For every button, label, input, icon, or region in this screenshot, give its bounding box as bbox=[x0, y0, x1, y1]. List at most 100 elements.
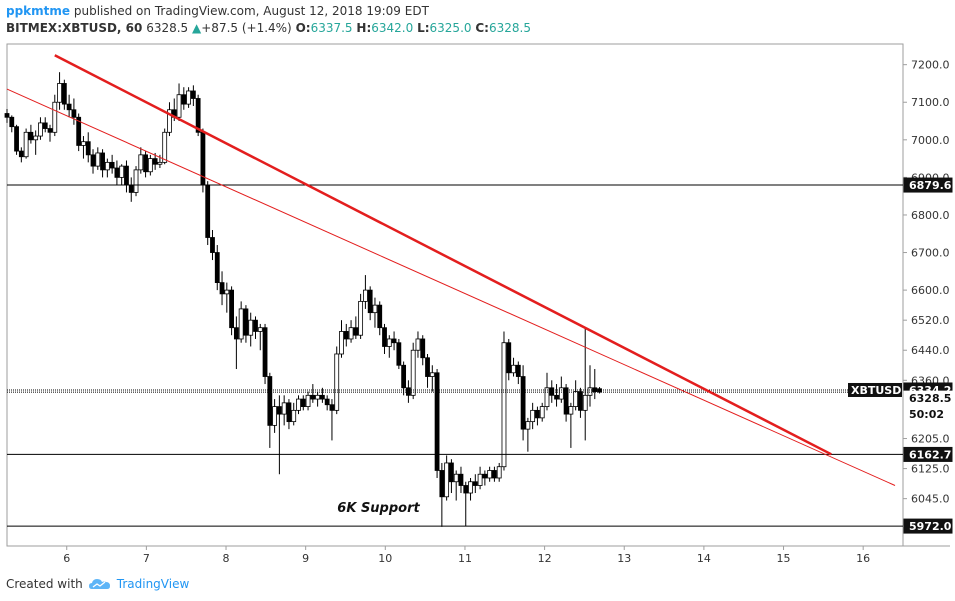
tradingview-brand[interactable]: TradingView bbox=[116, 577, 190, 591]
candle-body bbox=[487, 470, 493, 479]
candle-body bbox=[544, 387, 550, 407]
plot-border bbox=[6, 43, 904, 547]
candle-body bbox=[525, 421, 531, 430]
candle bbox=[578, 387, 583, 418]
candle-body bbox=[243, 308, 249, 336]
candle-body bbox=[224, 289, 230, 295]
candle bbox=[28, 124, 34, 144]
candle bbox=[33, 130, 39, 155]
candle bbox=[315, 391, 321, 407]
x-tick-label: 16 bbox=[856, 552, 870, 565]
candle-body bbox=[535, 409, 540, 419]
candle-body bbox=[47, 128, 53, 133]
symbol-label[interactable]: BITMEX:XBTUSD, 60 bbox=[6, 21, 143, 35]
plot-pane bbox=[6, 43, 950, 547]
candle bbox=[100, 149, 105, 178]
candle-body bbox=[501, 342, 507, 468]
candle bbox=[415, 331, 421, 358]
candle bbox=[133, 166, 139, 197]
candle bbox=[434, 369, 440, 478]
candle bbox=[152, 152, 158, 170]
price-axis[interactable]: 7200.07100.07000.06900.06800.06700.06600… bbox=[848, 59, 953, 534]
candle-body bbox=[420, 338, 426, 359]
candle-body bbox=[95, 152, 101, 167]
candle bbox=[219, 271, 225, 306]
candle bbox=[76, 113, 82, 152]
symbol-name-bg bbox=[848, 382, 902, 397]
candle bbox=[210, 229, 215, 261]
y-tick-label: 6440.0 bbox=[911, 344, 950, 357]
candle-body bbox=[592, 387, 598, 392]
candle bbox=[109, 154, 115, 174]
candle-body bbox=[386, 338, 392, 347]
candle bbox=[425, 353, 430, 388]
candle bbox=[472, 474, 478, 494]
candle bbox=[71, 98, 77, 125]
candle-body bbox=[549, 387, 555, 396]
candle-body bbox=[410, 349, 416, 396]
candle bbox=[286, 399, 292, 430]
candle bbox=[492, 466, 497, 482]
chart-header: ppkmtme published on TradingView.com, Au… bbox=[6, 3, 946, 43]
close-value: 6328.5 bbox=[488, 21, 531, 35]
candle-body bbox=[124, 165, 129, 186]
candle-body bbox=[391, 338, 397, 344]
x-tick-label: 15 bbox=[777, 552, 791, 565]
candle bbox=[4, 109, 10, 123]
symbol-name-tag: XBTUSD bbox=[848, 382, 902, 397]
candle-body bbox=[300, 398, 306, 407]
candle-body bbox=[23, 131, 29, 158]
candle-body bbox=[401, 364, 407, 389]
candle-body bbox=[348, 327, 354, 340]
trendline-thick-downtrend[interactable] bbox=[54, 54, 832, 456]
tradingview-link[interactable]: TradingView bbox=[88, 577, 190, 591]
candle-body bbox=[186, 90, 191, 105]
candle bbox=[38, 117, 43, 140]
candle bbox=[23, 128, 29, 159]
candle-body bbox=[219, 282, 225, 295]
candle-body bbox=[272, 406, 278, 426]
candle-body bbox=[133, 169, 139, 193]
candle bbox=[162, 128, 168, 165]
candle bbox=[272, 399, 278, 433]
candle bbox=[305, 391, 311, 411]
candle-body bbox=[42, 122, 48, 129]
candle-body bbox=[104, 161, 110, 171]
candle-body bbox=[520, 376, 526, 430]
candle-body bbox=[315, 394, 321, 400]
level-price-tag: 6162.7 bbox=[903, 446, 953, 462]
candle-body bbox=[167, 109, 172, 133]
candle bbox=[449, 459, 454, 494]
candle bbox=[343, 323, 349, 347]
candle bbox=[568, 402, 574, 448]
candle-body bbox=[281, 402, 287, 415]
level-price-tag-bg bbox=[903, 177, 953, 193]
candle-body bbox=[472, 481, 478, 486]
candle-body bbox=[396, 342, 402, 366]
candle-body bbox=[119, 165, 125, 178]
candle bbox=[477, 466, 483, 490]
x-tick-label: 10 bbox=[378, 552, 392, 565]
candle bbox=[66, 94, 72, 118]
candle-body bbox=[343, 331, 349, 340]
candle bbox=[453, 470, 459, 501]
tradingview-cloud-icon bbox=[88, 579, 110, 589]
candle-body bbox=[496, 466, 502, 479]
price-chart[interactable]: 7200.07100.07000.06900.06800.06700.06600… bbox=[0, 0, 955, 570]
horizontal-levels bbox=[7, 184, 903, 527]
candle bbox=[319, 387, 325, 403]
trendline-thin-downtrend[interactable] bbox=[6, 88, 896, 486]
last-price-tag-bg bbox=[903, 390, 953, 406]
time-axis[interactable]: 6 7 8 9 10 11 12 13 14 15 16 bbox=[63, 546, 870, 565]
y-tick-label: 6205.0 bbox=[911, 433, 950, 446]
candle bbox=[587, 365, 593, 407]
candle bbox=[324, 395, 330, 411]
candle bbox=[167, 102, 172, 137]
candle-body bbox=[61, 83, 67, 105]
candle bbox=[186, 87, 191, 108]
candle bbox=[377, 301, 383, 336]
candle-body bbox=[143, 154, 148, 173]
countdown-tag-bg bbox=[903, 406, 953, 422]
candle-body bbox=[329, 404, 335, 411]
author-link[interactable]: ppkmtme bbox=[6, 4, 71, 18]
